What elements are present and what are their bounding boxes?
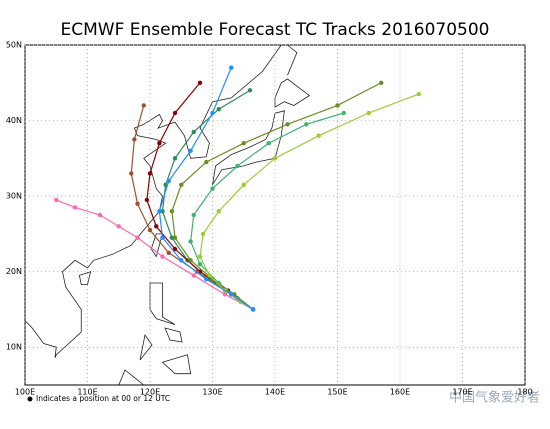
track-point <box>97 212 103 218</box>
track-point <box>379 80 384 85</box>
track-point <box>241 141 246 146</box>
track-point <box>204 159 209 165</box>
track-point <box>135 201 140 206</box>
track-point <box>141 103 146 108</box>
track-point <box>154 224 159 229</box>
track-point <box>166 178 171 184</box>
track-point <box>135 235 140 240</box>
track-point <box>172 235 178 240</box>
track-point <box>366 110 371 116</box>
track-point <box>216 107 221 112</box>
x-tick-label: 140E <box>265 388 285 397</box>
track-point <box>160 235 165 240</box>
track-point <box>210 110 215 116</box>
track-point <box>169 235 175 240</box>
track-point <box>250 307 256 312</box>
track-point <box>54 197 59 203</box>
track-point <box>210 186 215 191</box>
x-tick-label: 100E <box>15 388 35 397</box>
track-point <box>197 80 203 85</box>
track-point <box>144 197 150 203</box>
x-tick-label: 130E <box>202 388 222 397</box>
track-point <box>266 141 271 146</box>
footnote-marker <box>27 396 33 402</box>
track-point <box>160 254 165 259</box>
track-point <box>229 65 234 70</box>
track-point <box>235 163 240 169</box>
x-tick-label: 160E <box>390 388 410 397</box>
track-point <box>272 156 278 161</box>
track-point <box>241 182 246 187</box>
track-point <box>188 258 193 263</box>
track-point <box>72 205 78 210</box>
track-point <box>116 224 121 229</box>
track-point <box>191 129 196 135</box>
x-tick-label: 120E <box>140 388 160 397</box>
track-point <box>416 91 421 97</box>
track-point <box>157 141 162 146</box>
track-point <box>335 103 340 108</box>
track-point <box>207 273 212 278</box>
track-point <box>188 239 193 244</box>
x-tick-label: 170E <box>452 388 472 397</box>
track-point <box>200 231 206 237</box>
track-point <box>129 171 134 176</box>
map-title: ECMWF Ensemble Forecast TC Tracks 201607… <box>61 20 490 40</box>
coastlines <box>24 44 311 386</box>
x-tick-label: 110E <box>77 388 97 397</box>
track-point <box>316 133 321 138</box>
watermark: 中国气象爱好者 <box>449 390 540 406</box>
track-point <box>197 261 203 267</box>
track-point <box>179 182 184 187</box>
track-point <box>285 122 290 127</box>
footnote: Indicates a position at 00 or 12 UTC <box>36 394 170 403</box>
y-tick-label: 40N <box>6 116 22 125</box>
track-point <box>172 110 178 116</box>
y-tick-label: 50N <box>6 41 22 50</box>
track-point <box>222 292 228 297</box>
x-tick-label: 150E <box>327 388 347 397</box>
x-tick-label: 180 <box>517 388 532 397</box>
track-point <box>229 292 234 297</box>
track-point <box>197 254 203 259</box>
track-point <box>341 110 346 116</box>
y-tick-label: 10N <box>6 343 22 352</box>
track-point <box>169 209 175 214</box>
y-tick-label: 30N <box>6 192 22 201</box>
track-line <box>158 67 254 310</box>
y-tick-label: 20N <box>6 267 22 276</box>
track-point <box>160 209 165 214</box>
track-point <box>191 212 196 218</box>
track-point <box>172 156 178 161</box>
track-point <box>147 171 153 176</box>
track-point <box>304 122 309 127</box>
track-point <box>157 209 162 214</box>
track-point <box>204 277 209 282</box>
track-point <box>132 137 137 142</box>
track-point <box>179 258 184 263</box>
track-point <box>147 227 153 233</box>
track-point <box>191 273 196 278</box>
track-line <box>199 93 419 310</box>
track-line <box>146 82 254 310</box>
track-point <box>172 246 178 252</box>
track-point <box>216 209 221 214</box>
track-point <box>247 88 253 93</box>
track-point <box>188 148 193 153</box>
track-point <box>166 250 171 255</box>
track-point <box>238 299 243 305</box>
